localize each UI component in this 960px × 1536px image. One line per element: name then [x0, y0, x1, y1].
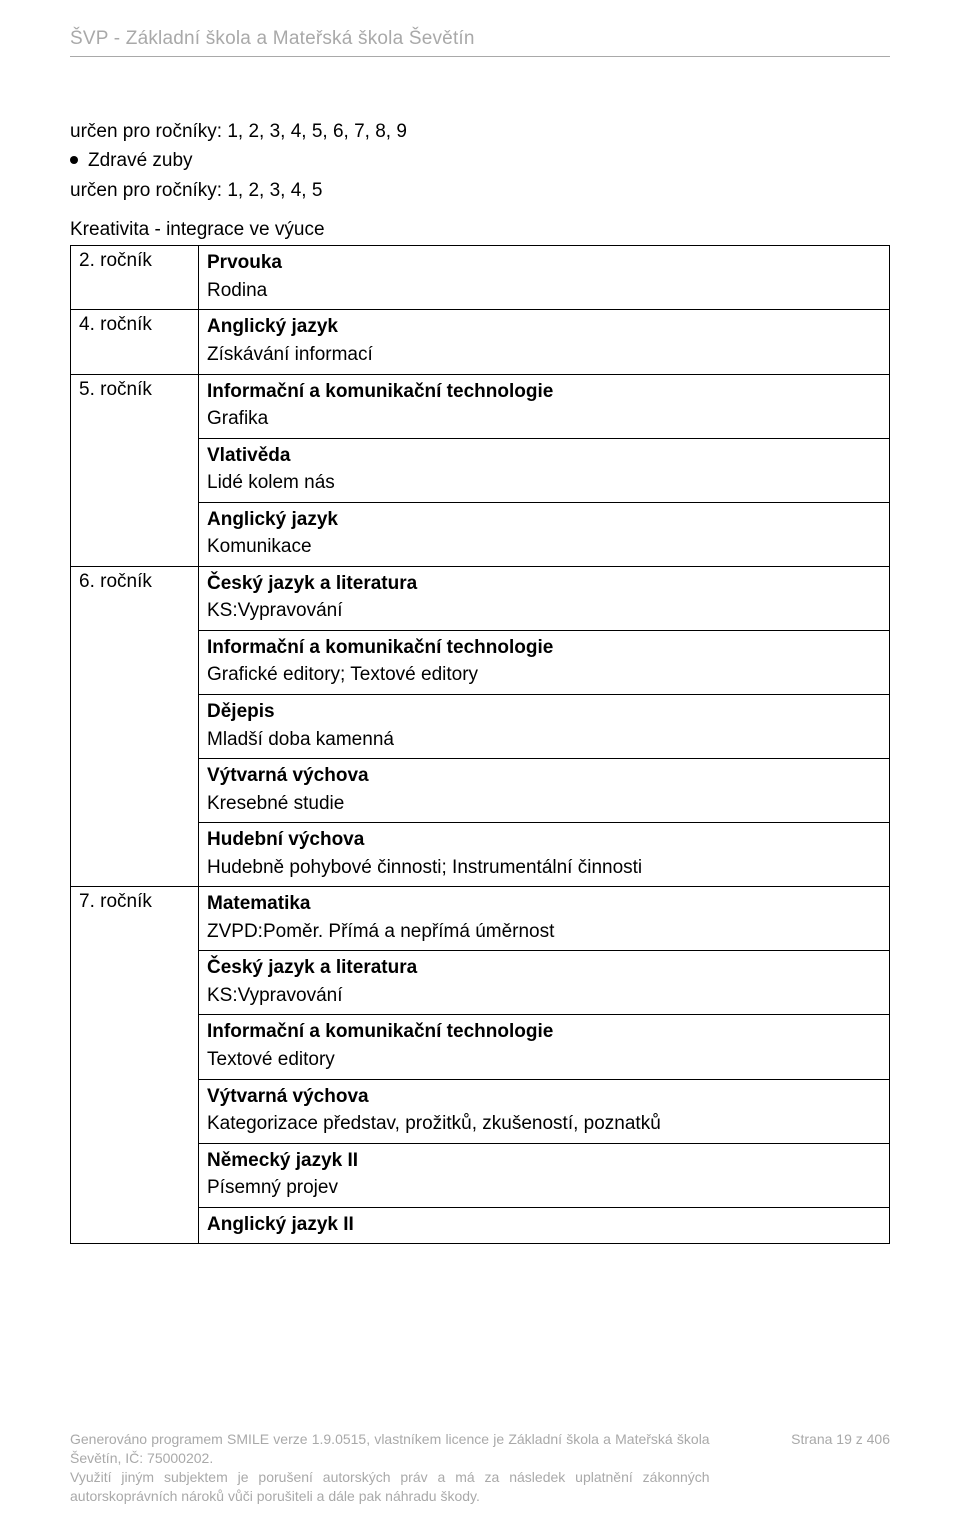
subject-topic: KS:Vypravování — [207, 982, 881, 1010]
subject-topic: Písemný projev — [207, 1174, 881, 1202]
subject-item: Výtvarná výchovaKategorizace představ, p… — [199, 1080, 889, 1144]
footer-text-2: Využití jiným subjektem je porušení auto… — [70, 1469, 710, 1504]
subject-name: Výtvarná výchova — [207, 762, 881, 790]
subject-item: Výtvarná výchovaKresebné studie — [199, 759, 889, 823]
subject-topic: Textové editory — [207, 1046, 881, 1074]
subject-name: Český jazyk a literatura — [207, 570, 881, 598]
subject-topic: Mladší doba kamenná — [207, 726, 881, 754]
subject-name: Informační a komunikační technologie — [207, 1018, 881, 1046]
intro-bullet-label: Zdravé zuby — [88, 146, 193, 175]
grade-cell: 7. ročník — [71, 887, 199, 1244]
subjects-cell: PrvoukaRodina — [199, 246, 890, 310]
table-title: Kreativita - integrace ve výuce — [70, 219, 890, 241]
subjects-cell: Informační a komunikační technologieGraf… — [199, 374, 890, 566]
intro-block: určen pro ročníky: 1, 2, 3, 4, 5, 6, 7, … — [70, 117, 890, 205]
subjects-cell: Český jazyk a literaturaKS:VypravováníIn… — [199, 566, 890, 886]
subject-name: Dějepis — [207, 698, 881, 726]
subject-topic: Rodina — [207, 277, 881, 305]
subject-name: Výtvarná výchova — [207, 1083, 881, 1111]
subject-name: Hudební výchova — [207, 826, 881, 854]
document-header: ŠVP - Základní škola a Mateřská škola Še… — [70, 28, 890, 57]
subject-item: Anglický jazykZískávání informací — [199, 310, 889, 373]
curriculum-table: 2. ročníkPrvoukaRodina4. ročníkAnglický … — [70, 245, 890, 1244]
grade-cell: 6. ročník — [71, 566, 199, 886]
page-footer: Generováno programem SMILE verze 1.9.051… — [70, 1430, 890, 1506]
subject-item: Německý jazyk IIPísemný projev — [199, 1144, 889, 1208]
subject-name: Německý jazyk II — [207, 1147, 881, 1175]
subject-name: Informační a komunikační technologie — [207, 634, 881, 662]
footer-left: Generováno programem SMILE verze 1.9.051… — [70, 1430, 710, 1506]
subject-topic: Získávání informací — [207, 341, 881, 369]
subjects-cell: Anglický jazykZískávání informací — [199, 310, 890, 374]
bullet-icon — [70, 156, 78, 164]
page: ŠVP - Základní škola a Mateřská škola Še… — [0, 0, 960, 1536]
subject-name: Český jazyk a literatura — [207, 954, 881, 982]
subject-item: Informační a komunikační technologieGraf… — [199, 631, 889, 695]
subject-topic: Hudebně pohybové činnosti; Instrumentáln… — [207, 854, 881, 882]
subject-item: PrvoukaRodina — [199, 246, 889, 309]
subject-topic: Grafika — [207, 405, 881, 433]
subject-topic: ZVPD:Poměr. Přímá a nepřímá úměrnost — [207, 918, 881, 946]
subject-item: Informační a komunikační technologieGraf… — [199, 375, 889, 439]
subject-item: Český jazyk a literaturaKS:Vypravování — [199, 567, 889, 631]
subject-item: Informační a komunikační technologieText… — [199, 1015, 889, 1079]
subject-name: Prvouka — [207, 249, 881, 277]
table-row: 7. ročníkMatematikaZVPD:Poměr. Přímá a n… — [71, 887, 890, 1244]
subject-topic: Komunikace — [207, 533, 881, 561]
subjects-cell: MatematikaZVPD:Poměr. Přímá a nepřímá úm… — [199, 887, 890, 1244]
grade-cell: 5. ročník — [71, 374, 199, 566]
subject-topic: KS:Vypravování — [207, 597, 881, 625]
table-row: 2. ročníkPrvoukaRodina — [71, 246, 890, 310]
subject-item: DějepisMladší doba kamenná — [199, 695, 889, 759]
intro-bullet-line: Zdravé zuby — [70, 146, 890, 175]
subject-topic: Grafické editory; Textové editory — [207, 661, 881, 689]
subject-name: Anglický jazyk II — [207, 1211, 881, 1239]
intro-line-2: určen pro ročníky: 1, 2, 3, 4, 5 — [70, 176, 890, 205]
subject-name: Anglický jazyk — [207, 313, 881, 341]
subject-item: Anglický jazyk II — [199, 1208, 889, 1244]
table-row: 5. ročníkInformační a komunikační techno… — [71, 374, 890, 566]
subject-item: Český jazyk a literaturaKS:Vypravování — [199, 951, 889, 1015]
grade-cell: 4. ročník — [71, 310, 199, 374]
subject-item: VlativědaLidé kolem nás — [199, 439, 889, 503]
subject-name: Matematika — [207, 890, 881, 918]
table-row: 6. ročníkČeský jazyk a literaturaKS:Vypr… — [71, 566, 890, 886]
table-row: 4. ročníkAnglický jazykZískávání informa… — [71, 310, 890, 374]
subject-name: Informační a komunikační technologie — [207, 378, 881, 406]
intro-line-1: určen pro ročníky: 1, 2, 3, 4, 5, 6, 7, … — [70, 117, 890, 146]
subject-item: Anglický jazykKomunikace — [199, 503, 889, 566]
subject-item: MatematikaZVPD:Poměr. Přímá a nepřímá úm… — [199, 887, 889, 951]
subject-topic: Lidé kolem nás — [207, 469, 881, 497]
grade-cell: 2. ročník — [71, 246, 199, 310]
subject-topic: Kategorizace představ, prožitků, zkušeno… — [207, 1110, 881, 1138]
footer-text-1: Generováno programem SMILE verze 1.9.051… — [70, 1431, 710, 1466]
footer-page-number: Strana 19 z 406 — [777, 1430, 890, 1449]
subject-item: Hudební výchovaHudebně pohybové činnosti… — [199, 823, 889, 886]
subject-topic: Kresebné studie — [207, 790, 881, 818]
subject-name: Vlativěda — [207, 442, 881, 470]
subject-name: Anglický jazyk — [207, 506, 881, 534]
